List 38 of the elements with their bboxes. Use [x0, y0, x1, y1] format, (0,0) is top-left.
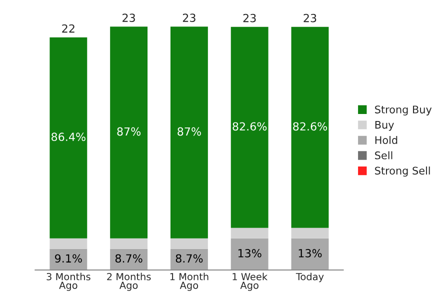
bar: [170, 26, 208, 238]
x-tick-label: Today: [296, 272, 324, 282]
annotation: 87%: [178, 127, 201, 136]
x-tick-label: 1 Month Ago: [170, 272, 208, 291]
annotation: 8.7%: [115, 254, 142, 263]
legend-label: Hold: [375, 136, 398, 144]
x-tick-label: 1 Week Ago: [232, 272, 268, 291]
text: 23: [304, 14, 316, 22]
text: 23: [243, 14, 256, 22]
legend-label: Sell: [375, 151, 392, 160]
x-tick-label: 3 Months Ago: [46, 272, 90, 291]
legend-label: Strong Sell: [375, 166, 430, 177]
annotation: 22: [62, 24, 74, 33]
annotation: 82.6%: [293, 122, 328, 131]
bar: [110, 238, 148, 249]
legend-label: Strong Buy: [375, 106, 432, 116]
bar: [291, 228, 329, 238]
text: 23: [182, 14, 196, 22]
bar: [50, 37, 88, 238]
bar: [230, 238, 268, 270]
annotation: 8.7%: [176, 254, 203, 263]
annotation: 87%: [117, 127, 141, 136]
bar: [230, 228, 268, 238]
x-tick-label: 2 Months Ago: [107, 272, 151, 291]
annotation: 82.6%: [232, 122, 267, 131]
bar: [110, 26, 148, 238]
annotation: 9.1%: [55, 254, 82, 263]
bar: [230, 26, 268, 228]
bar: [291, 26, 329, 228]
bar: [50, 248, 88, 270]
legend-label: Buy: [375, 120, 394, 131]
bar: [50, 238, 88, 249]
text: 23: [122, 14, 135, 22]
annotation: 13%: [298, 249, 322, 258]
annotation: 86.4%: [52, 132, 86, 142]
annotation: 13%: [238, 249, 262, 258]
bar: [291, 238, 329, 270]
bar: [170, 238, 208, 249]
